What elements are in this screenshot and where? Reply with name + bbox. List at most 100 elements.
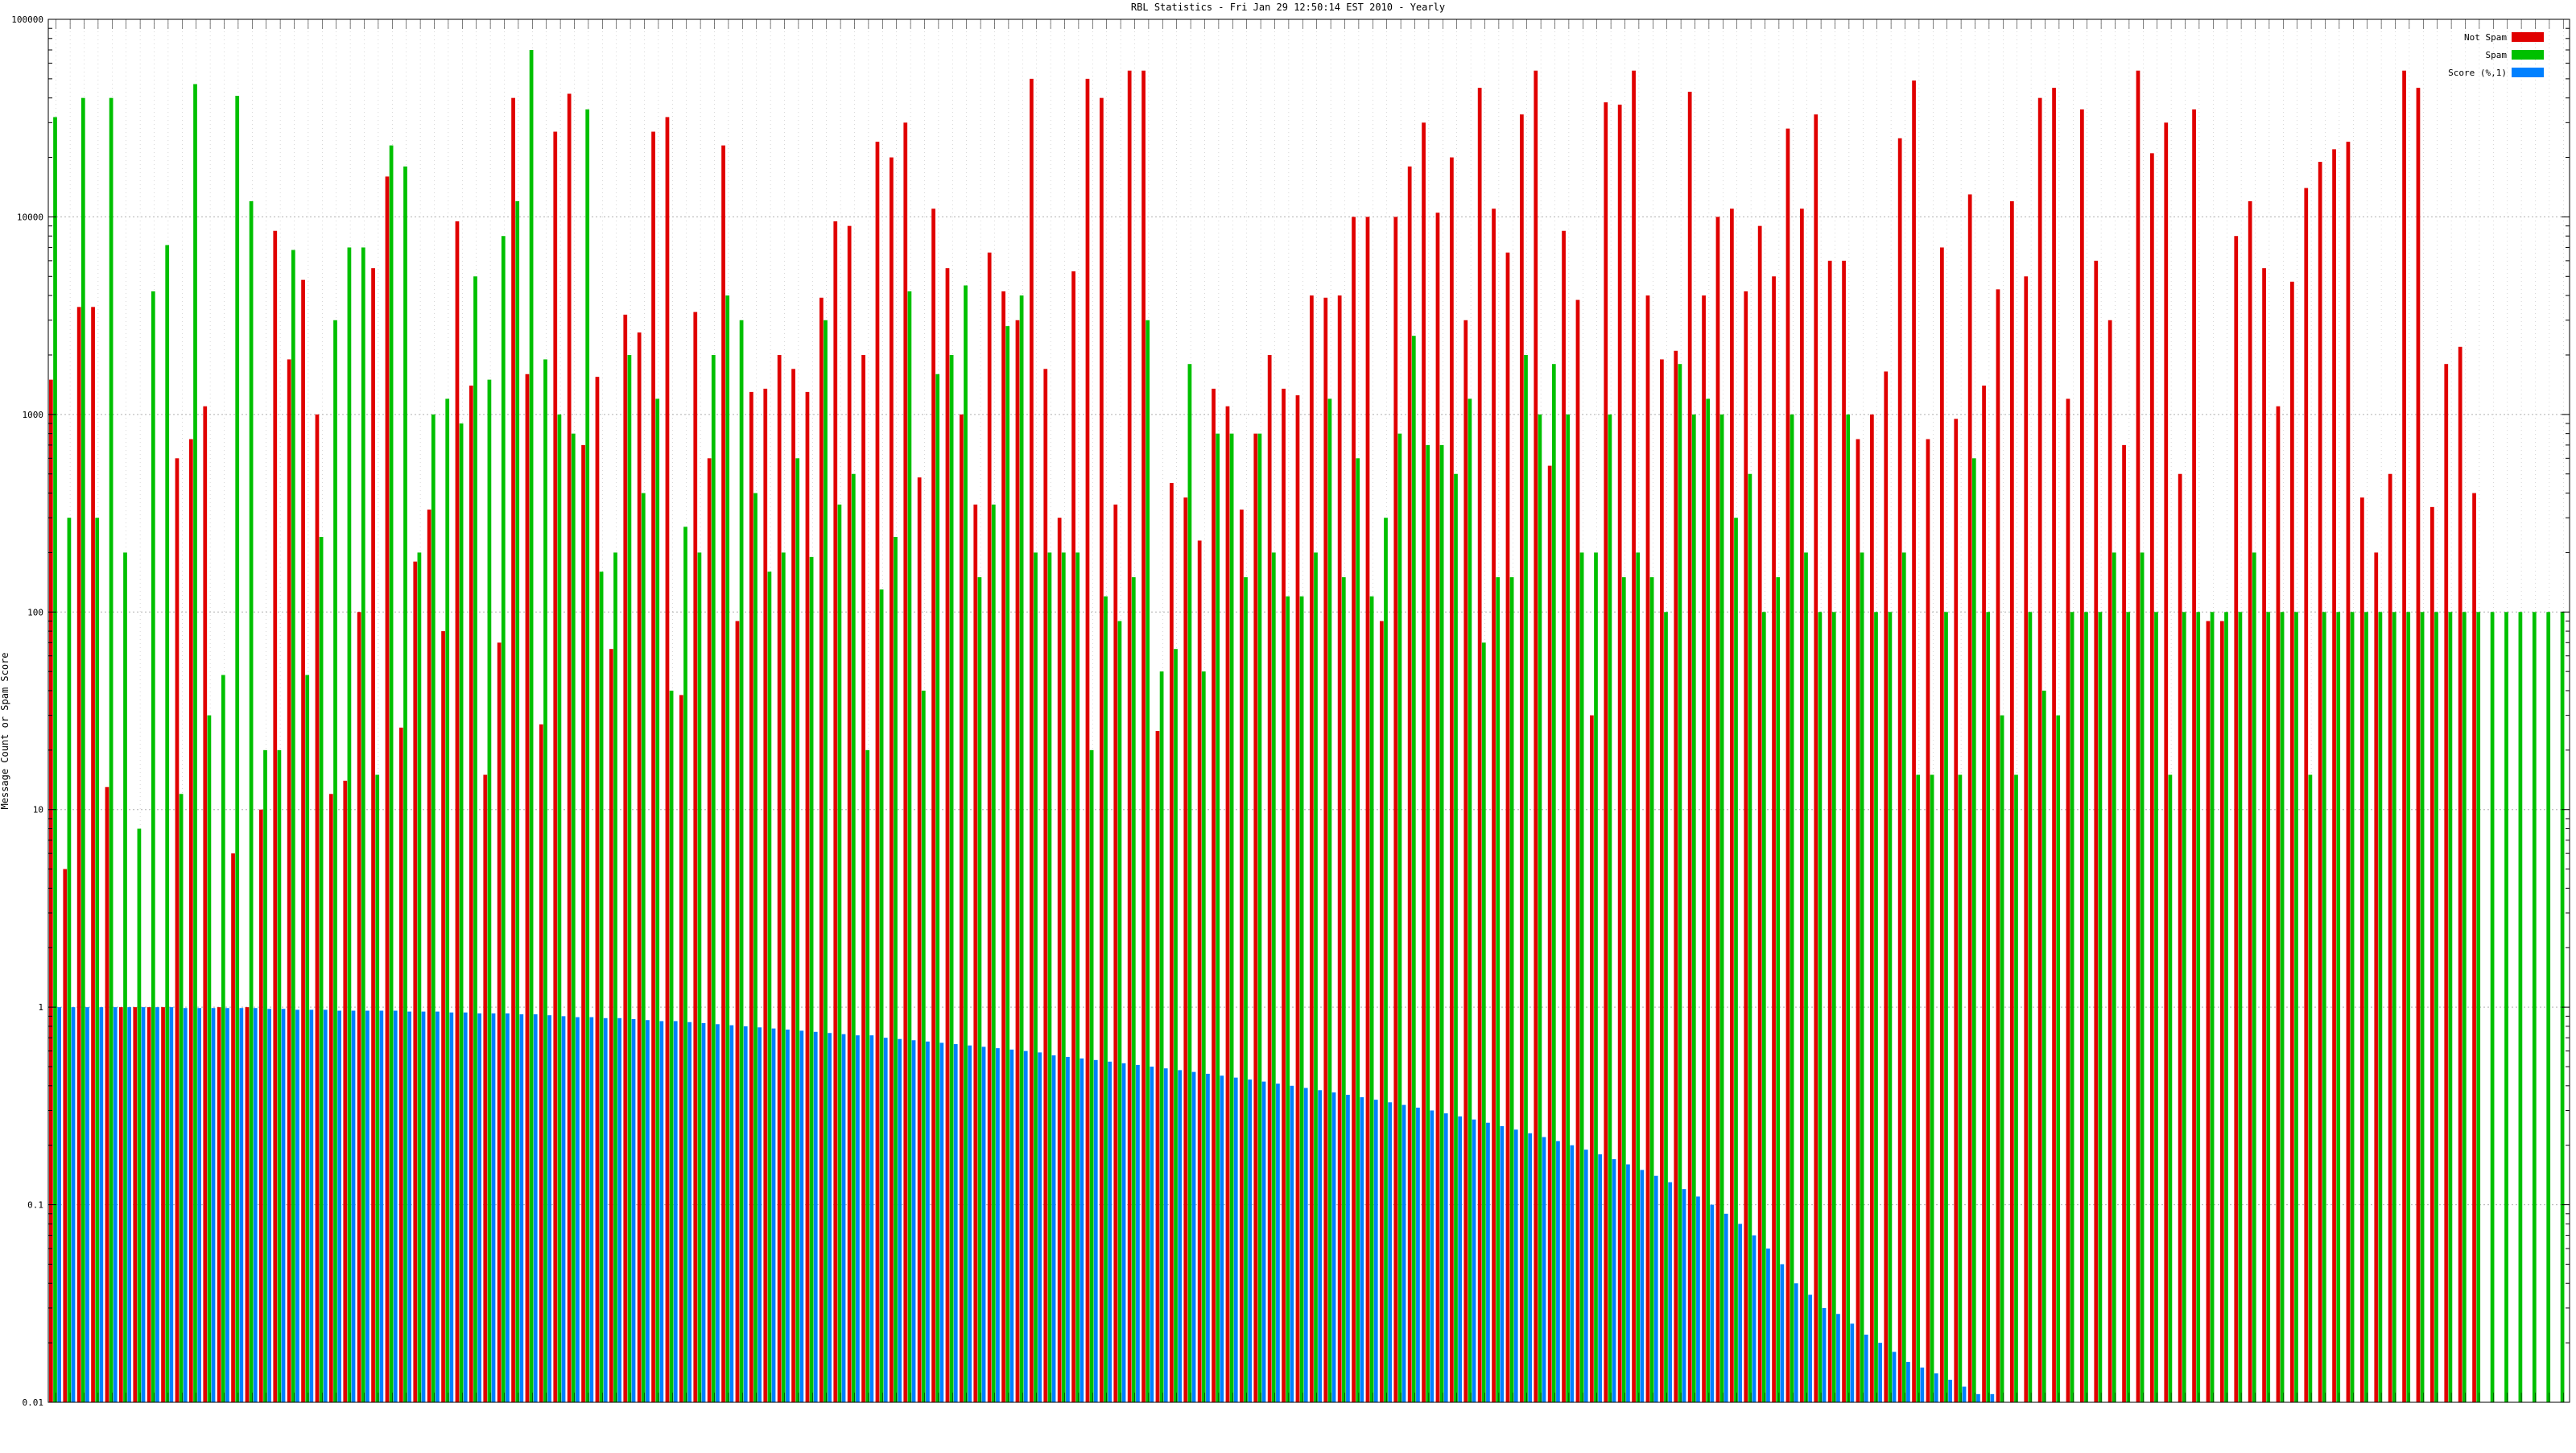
bar-spam: 150 [1496,577,1501,1402]
bar-not-spam: 1k [315,414,320,1402]
bar-score-1-: 0.46 [1206,1073,1210,1402]
bar-not-spam: 1 [119,1007,123,1402]
bar-not-spam: 30 [1590,715,1594,1402]
bar-not-spam: 12k [2248,200,2252,1402]
bar-not-spam: 750 [1856,439,1860,1402]
bar-not-spam: 50k [1085,78,1090,1403]
bar-score-1-: 0.99 [211,1008,216,1402]
bar-spam: 40 [2041,690,2046,1402]
bar-score-1-: 0.75 [813,1031,818,1402]
bar-not-spam: 45k [1477,88,1482,1402]
bar-not-spam: 24k [875,142,880,1402]
bar-spam: 4k [1019,295,1024,1402]
bar-not-spam: 1 [147,1007,151,1402]
bar-spam: 150 [1776,577,1781,1402]
bar-spam: 4k [725,295,730,1402]
bar-score-1-: 0.06 [1766,1249,1770,1402]
bar-score-1-: 0.94 [463,1012,468,1402]
bar-not-spam: 14 [343,780,348,1402]
bar-not-spam: 10k [1393,217,1398,1402]
bar-not-spam: 55k [1534,70,1538,1402]
bar-score-1-: 0.78 [771,1028,776,1402]
bar-not-spam: 55k [2136,70,2140,1402]
bar-not-spam: 1.1k [1225,406,1230,1402]
bar-spam: 48 [221,675,225,1402]
bar-not-spam: 40k [1100,97,1104,1402]
bar-spam: 48 [305,675,310,1402]
bar-not-spam: 1.8k [2444,364,2449,1403]
bar-spam: 120 [1299,596,1304,1402]
bar-score-1-: 0.96 [393,1010,398,1402]
bar-score-1-: 0.72 [856,1035,860,1402]
bar-not-spam: 6k [1827,260,1832,1402]
bar-not-spam: 1.6k [525,374,530,1402]
bar-score-1-: 0.96 [365,1010,369,1402]
bar-score-1-: 0.65 [953,1044,958,1402]
bar-score-1-: 0.89 [589,1017,594,1402]
bar-score-1-: 0.3 [1430,1110,1435,1402]
bar-not-spam: 22k [2332,149,2336,1402]
bar-spam: 70 [1481,642,1486,1402]
bar-spam: 150 [1509,577,1514,1402]
bar-score-1-: 0.55 [1080,1058,1084,1402]
bar-spam: 1k [1608,414,1612,1402]
bar-spam: 12k [515,200,520,1402]
y-tick-label: 10000 [17,212,43,222]
bar-not-spam: 23k [721,145,725,1402]
bar-spam: 150 [977,577,982,1402]
bar-spam: 5k [473,276,477,1402]
bar-spam: 600 [795,458,800,1402]
bar-not-spam: 11k [1435,213,1440,1402]
bar-not-spam: 37k [1617,104,1622,1403]
bar-spam: 100 [2098,612,2103,1402]
bar-score-1-: 0.28 [1458,1116,1462,1402]
bar-not-spam: 1 [245,1007,250,1402]
bar-spam: 1.2k [445,398,450,1402]
bar-score-1-: 0.035 [1808,1294,1812,1402]
bar-score-1-: 0.96 [379,1010,384,1402]
bar-not-spam: 600 [175,458,180,1402]
bar-spam: 100 [2476,612,2481,1402]
bar-score-1-: 0.4 [1290,1085,1294,1402]
bar-score-1-: 0.6 [1023,1051,1028,1402]
bar-not-spam: 10k [1365,217,1370,1402]
bar-spam: 7k [347,247,352,1402]
bar-not-spam: 1.4k [763,388,768,1402]
bar-not-spam: 10k [1352,217,1356,1402]
bar-not-spam: 6k [1842,260,1846,1402]
legend-label: Spam [2486,50,2508,60]
bar-spam: 200 [417,552,422,1403]
bar-spam: 1k [1846,414,1851,1402]
bar-spam: 100 [2392,612,2396,1402]
y-tick-label: 10 [33,805,43,815]
bar-spam: 190 [809,556,814,1403]
bar-spam: 700 [1439,444,1444,1402]
bar-score-1-: 0.63 [981,1046,986,1402]
bar-spam: 200 [1579,552,1584,1403]
bar-spam: 40 [921,690,926,1402]
bar-spam: 100 [2266,612,2271,1402]
bar-spam: 40k [109,97,114,1402]
bar-spam: 700 [1426,444,1430,1402]
bar-spam: 800 [571,433,576,1402]
bar-spam: 350 [837,504,842,1402]
y-tick-label: 0.01 [23,1397,44,1408]
bar-spam: 12 [179,794,184,1402]
bar-score-1-: 0.43 [1248,1079,1252,1402]
bar-not-spam: 27 [539,724,543,1402]
bar-not-spam: 5 [63,869,68,1402]
bar-score-1-: 0.41 [1276,1084,1280,1402]
bar-not-spam: 500 [2178,473,2182,1402]
bar-spam: 100 [2448,612,2453,1402]
bar-score-1-: 0.53 [1108,1061,1112,1402]
bar-score-1-: 0.21 [1556,1141,1560,1402]
legend: Not Spam Spam Score (%,1) [2448,32,2544,78]
bar-not-spam: 6k [2094,260,2099,1402]
bar-not-spam: 55k [1632,70,1636,1402]
bar-score-1-: 0.49 [1163,1068,1168,1402]
bar-not-spam: 5.3k [1071,271,1075,1403]
bar-score-1-: 0.33 [1388,1102,1392,1402]
bar-spam: 100 [1874,612,1878,1402]
bar-score-1-: 0.012 [1962,1386,1967,1402]
bar-not-spam: 30k [1422,122,1426,1403]
